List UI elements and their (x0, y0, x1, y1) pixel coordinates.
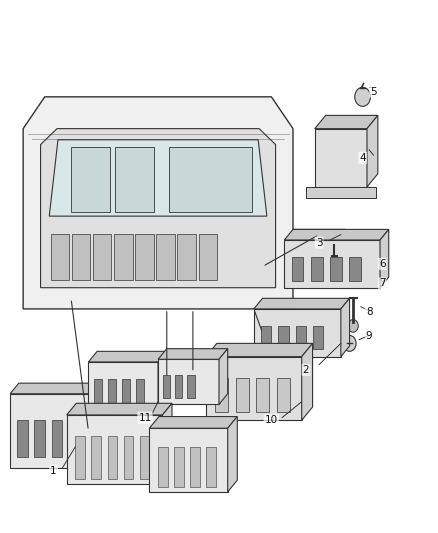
Polygon shape (52, 419, 62, 457)
FancyBboxPatch shape (93, 234, 111, 280)
FancyBboxPatch shape (140, 436, 149, 479)
Polygon shape (88, 351, 167, 362)
FancyBboxPatch shape (256, 378, 269, 413)
Polygon shape (315, 115, 378, 128)
Polygon shape (367, 115, 378, 187)
Polygon shape (302, 343, 313, 420)
Polygon shape (254, 298, 350, 309)
Polygon shape (313, 326, 323, 350)
FancyBboxPatch shape (135, 234, 154, 280)
Polygon shape (254, 309, 341, 357)
Text: 3: 3 (316, 238, 322, 248)
Text: 2: 2 (303, 365, 309, 375)
FancyBboxPatch shape (277, 378, 290, 413)
Polygon shape (158, 359, 219, 405)
Polygon shape (122, 378, 130, 402)
Text: 8: 8 (366, 306, 372, 317)
FancyBboxPatch shape (114, 234, 133, 280)
Polygon shape (289, 229, 345, 240)
FancyBboxPatch shape (156, 234, 175, 280)
Text: 1: 1 (50, 466, 57, 475)
Polygon shape (97, 383, 106, 468)
Circle shape (316, 230, 322, 239)
Polygon shape (311, 257, 322, 280)
FancyBboxPatch shape (72, 234, 90, 280)
Polygon shape (292, 257, 304, 280)
Polygon shape (10, 383, 106, 394)
Circle shape (70, 419, 85, 438)
FancyBboxPatch shape (50, 234, 69, 280)
Polygon shape (49, 140, 267, 216)
Polygon shape (158, 349, 228, 359)
FancyBboxPatch shape (115, 148, 154, 212)
Circle shape (348, 319, 358, 332)
FancyBboxPatch shape (215, 378, 228, 413)
FancyBboxPatch shape (236, 378, 249, 413)
Polygon shape (136, 378, 144, 402)
FancyBboxPatch shape (177, 234, 196, 280)
Polygon shape (284, 240, 380, 288)
Polygon shape (219, 349, 228, 405)
Polygon shape (315, 128, 367, 187)
Polygon shape (206, 357, 302, 420)
Polygon shape (350, 257, 361, 280)
Polygon shape (10, 394, 97, 468)
Text: 11: 11 (138, 413, 152, 423)
FancyBboxPatch shape (306, 187, 376, 198)
Polygon shape (108, 378, 116, 402)
Polygon shape (341, 298, 350, 357)
Polygon shape (69, 419, 80, 457)
Polygon shape (284, 229, 389, 240)
FancyBboxPatch shape (169, 148, 252, 212)
Text: 5: 5 (370, 86, 377, 96)
Text: 4: 4 (359, 153, 366, 163)
Polygon shape (187, 375, 194, 398)
Circle shape (329, 252, 339, 265)
FancyBboxPatch shape (108, 436, 117, 479)
FancyBboxPatch shape (92, 436, 101, 479)
Polygon shape (206, 343, 313, 357)
FancyBboxPatch shape (124, 436, 133, 479)
Polygon shape (163, 375, 170, 398)
Text: 9: 9 (366, 332, 372, 342)
Polygon shape (17, 419, 28, 457)
FancyBboxPatch shape (174, 447, 184, 487)
Polygon shape (175, 375, 183, 398)
Text: 6: 6 (379, 259, 385, 269)
Text: 7: 7 (379, 278, 385, 288)
Polygon shape (23, 97, 293, 309)
FancyBboxPatch shape (158, 447, 168, 487)
Polygon shape (35, 419, 45, 457)
FancyBboxPatch shape (190, 447, 200, 487)
Polygon shape (149, 417, 237, 428)
FancyBboxPatch shape (198, 234, 217, 280)
Polygon shape (228, 417, 237, 492)
Polygon shape (380, 229, 389, 288)
Polygon shape (261, 326, 271, 350)
FancyBboxPatch shape (206, 447, 216, 487)
FancyBboxPatch shape (71, 148, 110, 212)
Polygon shape (67, 403, 172, 415)
Polygon shape (41, 128, 276, 288)
Polygon shape (330, 257, 342, 280)
Text: 10: 10 (265, 415, 278, 425)
Polygon shape (94, 378, 102, 402)
Circle shape (343, 335, 356, 351)
Polygon shape (67, 415, 162, 484)
Polygon shape (158, 351, 167, 410)
Polygon shape (149, 428, 228, 492)
Circle shape (355, 87, 371, 107)
Polygon shape (88, 362, 158, 410)
Polygon shape (162, 403, 172, 484)
Circle shape (333, 230, 340, 239)
Circle shape (298, 230, 305, 239)
FancyBboxPatch shape (75, 436, 85, 479)
Polygon shape (278, 326, 289, 350)
Polygon shape (296, 326, 306, 350)
